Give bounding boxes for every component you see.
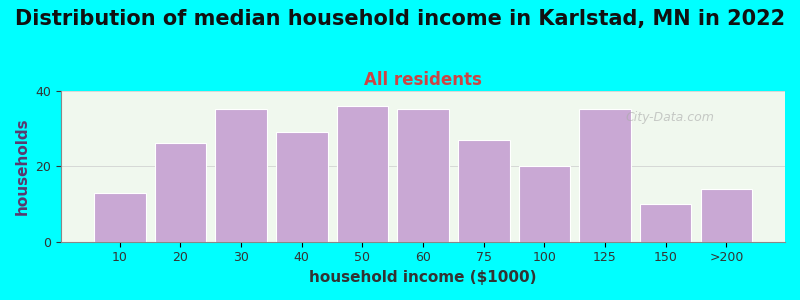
Bar	[579, 110, 630, 242]
Bar	[215, 110, 267, 242]
Text: Distribution of median household income in Karlstad, MN in 2022: Distribution of median household income …	[15, 9, 785, 29]
Bar	[337, 106, 388, 242]
Bar	[701, 189, 752, 242]
Bar	[518, 166, 570, 242]
Text: City-Data.com: City-Data.com	[626, 111, 714, 124]
Bar	[276, 132, 327, 242]
Y-axis label: households: households	[15, 117, 30, 215]
Bar	[640, 204, 691, 242]
Bar	[458, 140, 510, 242]
Bar	[398, 110, 449, 242]
Title: All residents: All residents	[364, 71, 482, 89]
X-axis label: household income ($1000): household income ($1000)	[310, 270, 537, 285]
Bar	[154, 143, 206, 242]
Bar	[94, 193, 146, 242]
